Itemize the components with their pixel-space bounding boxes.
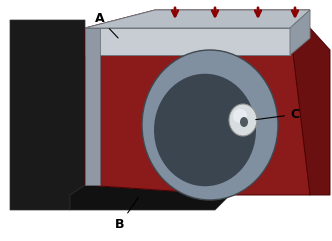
Ellipse shape <box>142 50 278 200</box>
Ellipse shape <box>229 104 257 136</box>
Polygon shape <box>85 28 290 55</box>
Polygon shape <box>85 28 310 195</box>
Polygon shape <box>290 28 330 195</box>
Polygon shape <box>290 10 310 55</box>
Polygon shape <box>70 185 230 210</box>
Polygon shape <box>85 10 310 28</box>
Polygon shape <box>85 28 100 185</box>
Polygon shape <box>85 10 310 28</box>
Polygon shape <box>10 20 85 210</box>
Text: B: B <box>115 197 138 231</box>
Ellipse shape <box>154 74 256 186</box>
Text: C: C <box>256 108 299 121</box>
Ellipse shape <box>240 117 248 127</box>
Text: A: A <box>95 12 118 38</box>
Ellipse shape <box>233 109 247 123</box>
